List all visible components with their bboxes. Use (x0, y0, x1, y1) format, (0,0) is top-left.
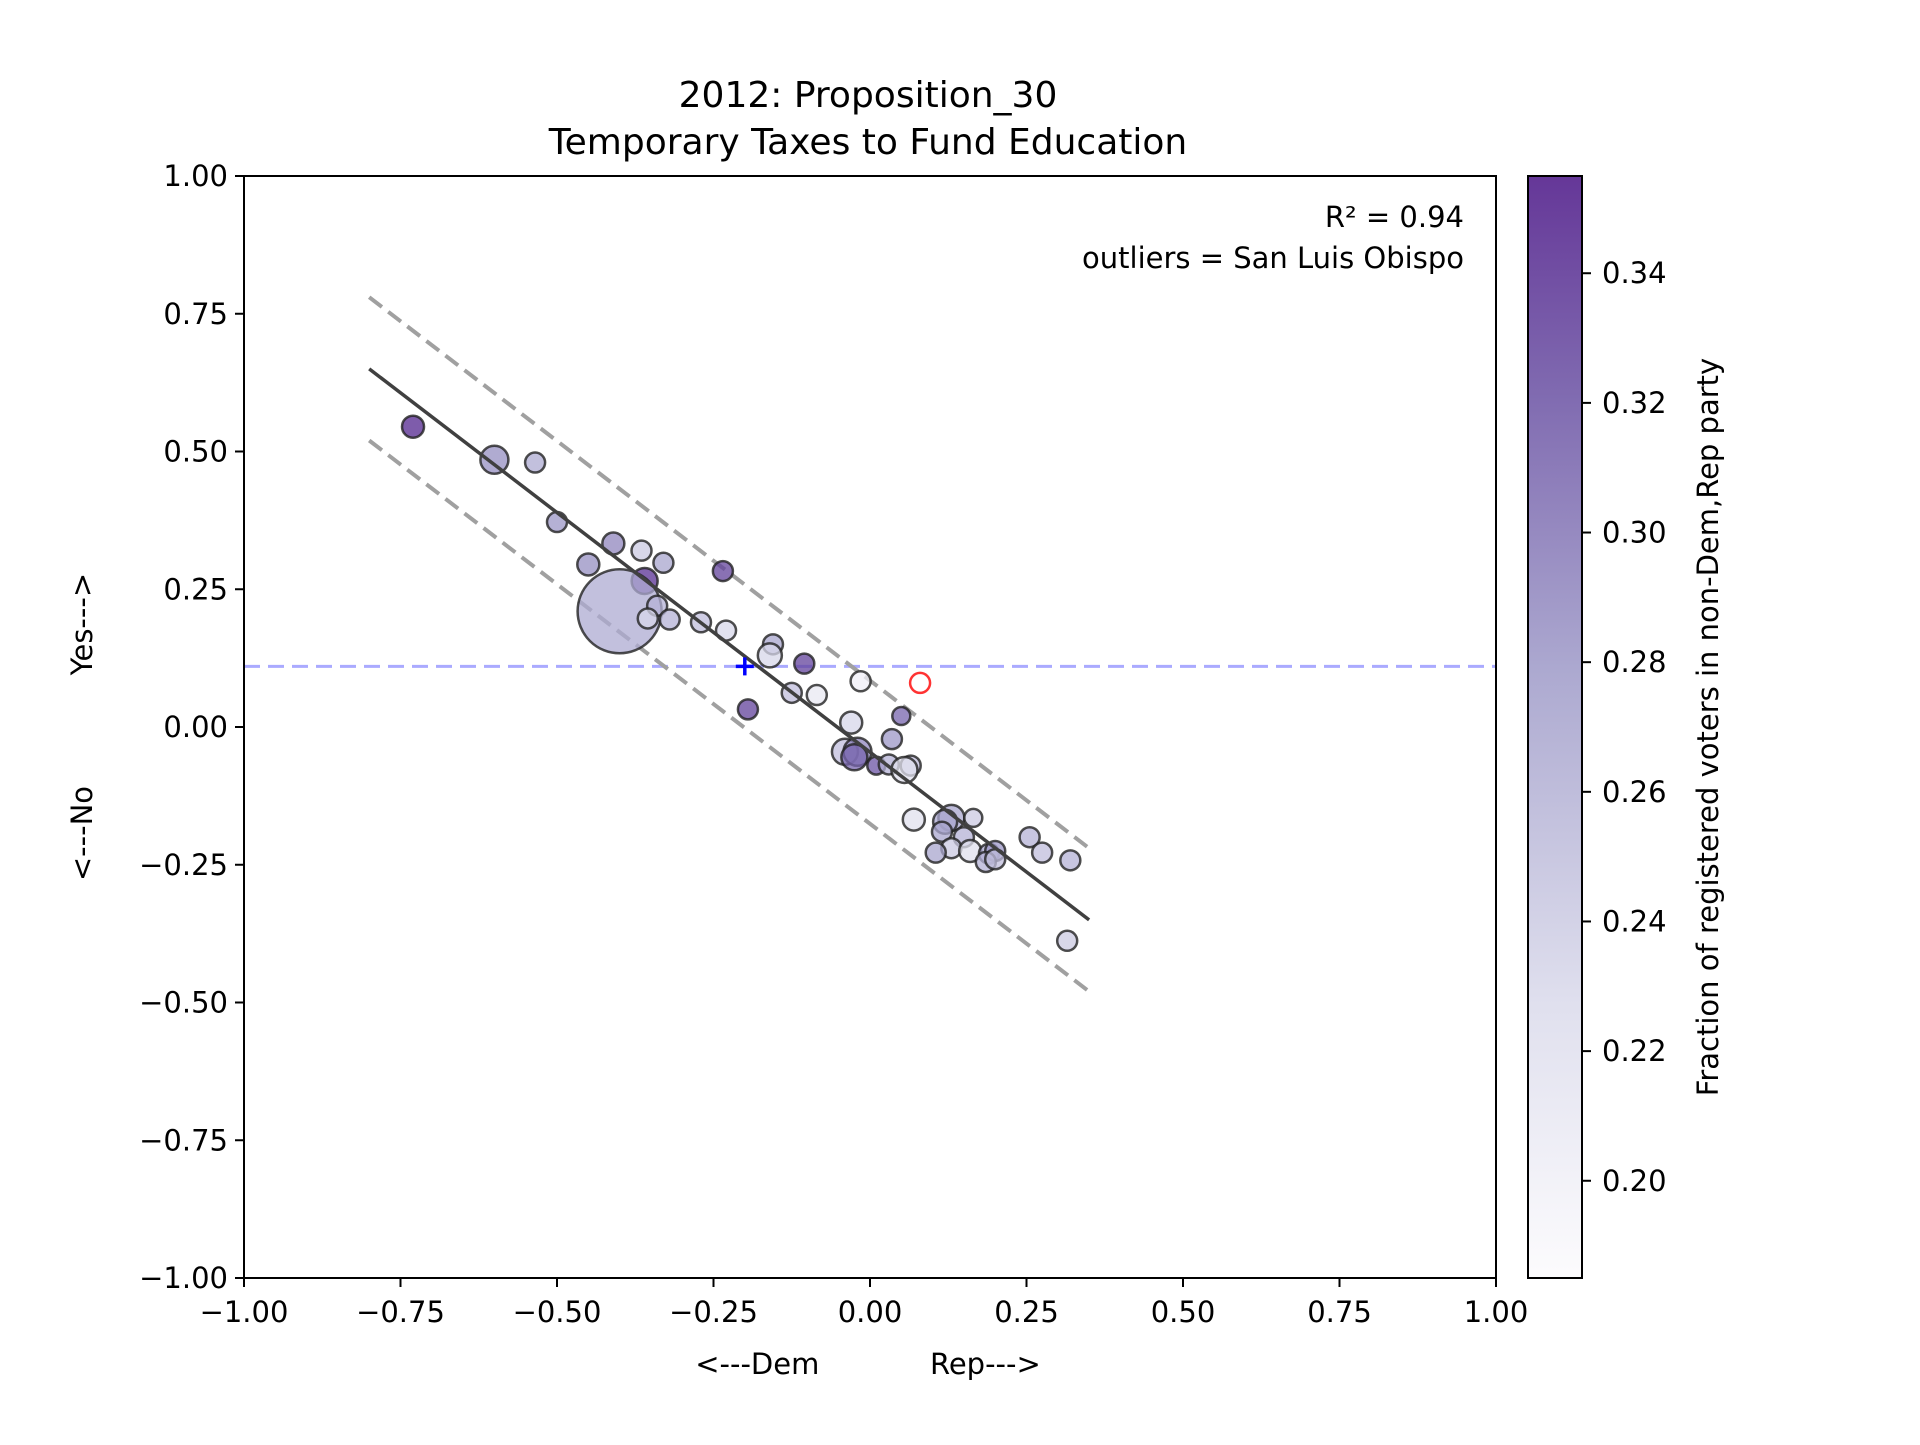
x-tick-label: −0.75 (356, 1295, 445, 1329)
plot-frame (243, 175, 1497, 1279)
data-point (1018, 825, 1041, 849)
data-point (756, 642, 784, 669)
data-point (736, 698, 760, 721)
y-tick-label: −1.00 (139, 1261, 228, 1295)
data-point (924, 841, 947, 864)
y-tick-label: 0.25 (163, 572, 228, 606)
data-point (930, 820, 954, 843)
data-point (1055, 929, 1079, 953)
data-point (849, 670, 872, 693)
data-point (479, 444, 510, 476)
chart-title-line2: Temporary Taxes to Fund Education (548, 122, 1188, 163)
r-squared-annotation: R² = 0.94 (1325, 200, 1464, 234)
fit-lines-layer (244, 295, 1496, 994)
lower-band-line (367, 438, 1091, 994)
data-point (880, 727, 904, 751)
colorbar-tick-label: 0.32 (1602, 386, 1667, 420)
axes-layer: −1.00 −0.75 −0.50 −0.25 0.00 0.25 0.50 0.75 1.00… (139, 159, 1528, 1329)
data-point (400, 414, 426, 439)
data-point (1030, 841, 1054, 864)
x-axis-label: <---Dem Rep---> (695, 1347, 1041, 1381)
y-tick-label: 0.75 (163, 297, 228, 331)
data-point (963, 807, 984, 829)
data-point (636, 607, 660, 630)
y-tick-label: −0.50 (139, 986, 228, 1020)
colorbar-tick-label: 0.34 (1602, 256, 1667, 290)
y-tick-label: 1.00 (163, 159, 228, 193)
regression-fit-line (368, 367, 1091, 922)
data-point (901, 807, 927, 832)
data-point (1059, 849, 1082, 872)
y-tick-label: −0.75 (139, 1123, 228, 1157)
x-tick-label: −1.00 (200, 1295, 289, 1329)
x-tick-label: 0.50 (1151, 1295, 1216, 1329)
x-tick-label: 0.25 (994, 1295, 1059, 1329)
y-tick-label: 0.50 (163, 435, 228, 469)
outlier-point (908, 671, 932, 695)
x-tick-label: −0.50 (513, 1295, 602, 1329)
colorbar-gradient (1527, 175, 1583, 1279)
data-point (545, 510, 569, 534)
x-tick-label: −0.25 (669, 1295, 758, 1329)
outliers-annotation: outliers = San Luis Obispo (1082, 241, 1464, 275)
data-point (840, 743, 869, 772)
x-tick-label: 1.00 (1464, 1295, 1529, 1329)
y-axis-label: <---No Yes---> (65, 573, 99, 881)
x-tick-label: 0.75 (1307, 1295, 1372, 1329)
upper-band-line (367, 295, 1091, 850)
colorbar-tick-label: 0.22 (1602, 1034, 1667, 1068)
data-point (891, 705, 912, 727)
colorbar-tick-label: 0.30 (1602, 516, 1667, 550)
data-point (576, 552, 601, 577)
data-point (805, 683, 829, 707)
data-point (838, 710, 864, 735)
colorbar-tick-label: 0.28 (1602, 645, 1667, 679)
data-point (658, 608, 681, 631)
data-point (652, 551, 675, 575)
colorbar-ticks-layer: 0.20 0.22 0.24 0.26 0.28 0.30 0.32 0.34 (1582, 256, 1667, 1198)
data-point (711, 559, 735, 583)
y-tick-label: −0.25 (139, 848, 228, 882)
y-tick-label: 0.00 (163, 710, 228, 744)
colorbar-tick-label: 0.20 (1602, 1164, 1667, 1198)
colorbar-tick-label: 0.26 (1602, 775, 1667, 809)
data-point (523, 451, 547, 474)
data-point (630, 539, 653, 562)
chart-title-line1: 2012: Proposition_30 (679, 75, 1058, 116)
scatter-points-layer (368, 367, 1091, 953)
colorbar-label: Fraction of registered voters in non-Dem… (1691, 358, 1725, 1096)
x-tick-label: 0.00 (838, 1295, 903, 1329)
colorbar-tick-label: 0.24 (1602, 904, 1667, 938)
data-point (793, 652, 816, 675)
